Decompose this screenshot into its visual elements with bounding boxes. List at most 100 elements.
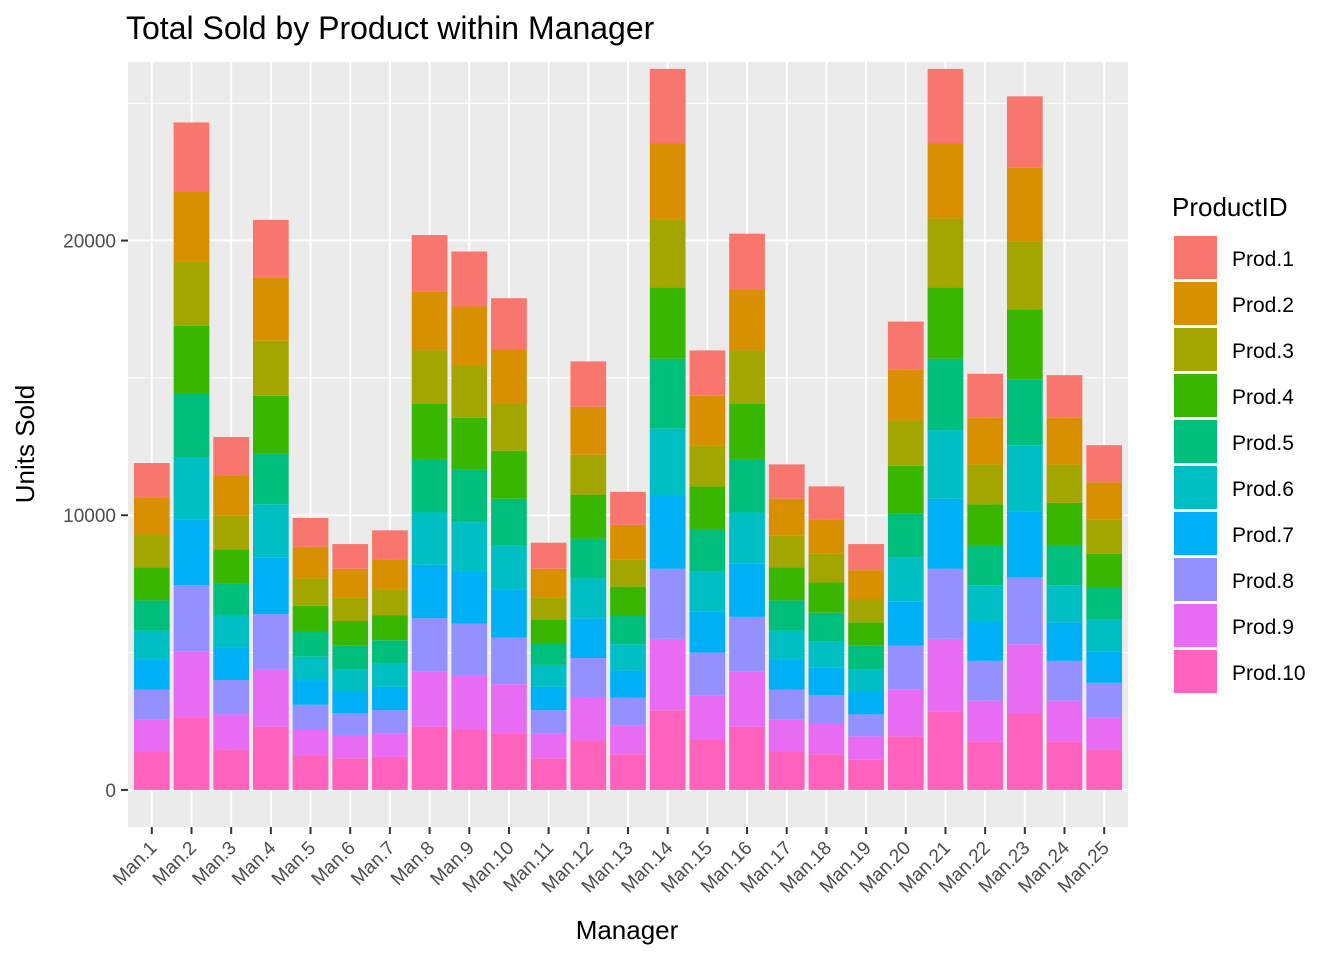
- bar-segment-man-9-prod-3: [451, 365, 488, 418]
- bar-segment-man-3-prod-3: [213, 515, 250, 550]
- bar-segment-man-17-prod-2: [768, 498, 805, 536]
- bar-segment-man-8-prod-2: [411, 291, 448, 351]
- bar-segment-man-16-prod-7: [729, 563, 765, 617]
- bar-segment-man-22-prod-3: [967, 464, 1003, 505]
- bar-segment-man-4-prod-1: [253, 219, 289, 278]
- bar-segment-man-20-prod-9: [887, 689, 924, 737]
- bar-segment-man-3-prod-9: [213, 714, 250, 751]
- bar-segment-man-8-prod-5: [411, 458, 448, 513]
- bar-segment-man-9-prod-1: [451, 251, 488, 307]
- bar-segment-man-23-prod-7: [1006, 511, 1043, 578]
- bar-segment-man-14-prod-5: [649, 358, 686, 429]
- bar-segment-man-25-prod-10: [1086, 750, 1123, 790]
- bar-segment-man-23-prod-1: [1006, 96, 1043, 168]
- bar-segment-man-12-prod-4: [570, 494, 607, 539]
- bar-segment-man-1-prod-10: [133, 751, 170, 790]
- bar-segment-man-6-prod-4: [332, 620, 369, 646]
- bar-segment-man-8-prod-4: [411, 403, 448, 459]
- bar-segment-man-13-prod-2: [610, 524, 646, 560]
- bar-segment-man-24-prod-3: [1046, 464, 1083, 503]
- bar-segment-man-25-prod-8: [1086, 682, 1123, 718]
- bar-segment-man-15-prod-6: [689, 571, 726, 612]
- bar-segment-man-3-prod-6: [213, 615, 250, 648]
- bar-segment-man-7-prod-4: [372, 615, 408, 641]
- legend-label: Prod.2: [1232, 294, 1294, 317]
- bar-segment-man-25-prod-1: [1086, 445, 1123, 483]
- bar-segment-man-13-prod-10: [610, 754, 646, 790]
- bar-segment-man-11-prod-10: [530, 758, 567, 790]
- bar-segment-man-13-prod-4: [610, 586, 646, 616]
- bar-segment-man-1-prod-7: [133, 659, 170, 690]
- bar-segment-man-12-prod-9: [570, 697, 607, 741]
- bar-segment-man-17-prod-1: [768, 464, 805, 499]
- bar-segment-man-15-prod-7: [689, 611, 726, 653]
- bar-segment-man-16-prod-6: [729, 512, 765, 564]
- bar-segment-man-19-prod-10: [848, 759, 884, 790]
- legend-swatch-prod-7: [1174, 512, 1217, 555]
- bar-segment-man-17-prod-10: [768, 751, 805, 790]
- bar-segment-man-16-prod-10: [729, 726, 765, 790]
- bar-segment-man-20-prod-4: [887, 465, 924, 514]
- legend-label: Prod.10: [1232, 662, 1306, 685]
- bar-segment-man-19-prod-8: [848, 714, 884, 737]
- bar-segment-man-2-prod-9: [173, 651, 210, 718]
- bar-segment-man-25-prod-3: [1086, 519, 1123, 554]
- bar-segment-man-15-prod-4: [689, 486, 726, 529]
- bar-segment-man-24-prod-9: [1046, 700, 1083, 742]
- bar-segment-man-4-prod-3: [253, 340, 289, 396]
- legend-swatch-prod-5: [1174, 420, 1217, 463]
- bar-segment-man-9-prod-9: [451, 675, 488, 730]
- bar-segment-man-16-prod-4: [729, 403, 765, 459]
- bar-segment-man-10-prod-3: [491, 403, 527, 451]
- bar-segment-man-21-prod-1: [927, 68, 964, 144]
- legend-label: Prod.5: [1232, 432, 1294, 455]
- bar-segment-man-18-prod-7: [808, 667, 845, 696]
- bar-segment-man-7-prod-2: [372, 559, 408, 590]
- bar-segment-man-6-prod-7: [332, 691, 369, 714]
- bar-segment-man-16-prod-3: [729, 350, 765, 404]
- legend-title: ProductID: [1172, 192, 1288, 222]
- bar-segment-man-7-prod-10: [372, 756, 408, 790]
- bar-segment-man-15-prod-9: [689, 695, 726, 740]
- bar-segment-man-19-prod-6: [848, 669, 884, 692]
- bar-segment-man-10-prod-8: [491, 637, 527, 685]
- bar-segment-man-17-prod-6: [768, 630, 805, 660]
- bar-segment-man-18-prod-3: [808, 553, 845, 583]
- bar-segment-man-19-prod-1: [848, 544, 884, 571]
- bar-segment-man-12-prod-8: [570, 658, 607, 698]
- bar-segment-man-3-prod-4: [213, 549, 250, 584]
- bar-segment-man-20-prod-2: [887, 369, 924, 421]
- bar-segment-man-12-prod-10: [570, 740, 607, 790]
- bar-segment-man-2-prod-2: [173, 191, 210, 262]
- legend-label: Prod.8: [1232, 570, 1294, 593]
- bar-segment-man-25-prod-7: [1086, 651, 1123, 683]
- bar-segment-man-7-prod-8: [372, 710, 408, 734]
- bar-segment-man-1-prod-3: [133, 534, 170, 568]
- bar-segment-man-2-prod-4: [173, 325, 210, 393]
- bar-segment-man-21-prod-9: [927, 638, 964, 712]
- legend-label: Prod.6: [1232, 478, 1294, 501]
- bar-segment-man-3-prod-10: [213, 750, 250, 790]
- bar-segment-man-14-prod-7: [649, 496, 686, 569]
- bar-segment-man-19-prod-3: [848, 599, 884, 623]
- bar-segment-man-15-prod-5: [689, 528, 726, 572]
- bar-segment-man-2-prod-5: [173, 392, 210, 458]
- bar-segment-man-20-prod-5: [887, 513, 924, 558]
- bar-segment-man-6-prod-5: [332, 645, 369, 670]
- legend-label: Prod.3: [1232, 340, 1294, 363]
- bar-segment-man-16-prod-5: [729, 458, 765, 513]
- bar-segment-man-23-prod-9: [1006, 644, 1043, 714]
- bar-segment-man-8-prod-3: [411, 350, 448, 404]
- bar-segment-man-4-prod-4: [253, 395, 289, 454]
- legend-swatch-prod-2: [1174, 282, 1217, 325]
- bar-segment-man-12-prod-3: [570, 454, 607, 495]
- bar-segment-man-16-prod-8: [729, 616, 765, 672]
- bar-segment-man-5-prod-3: [292, 578, 329, 606]
- bar-segment-man-18-prod-9: [808, 723, 845, 755]
- bar-segment-man-4-prod-6: [253, 504, 289, 558]
- legend-swatch-prod-9: [1174, 604, 1217, 647]
- bar-segment-man-24-prod-7: [1046, 622, 1083, 661]
- bar-segment-man-25-prod-2: [1086, 482, 1123, 520]
- bar-segment-man-2-prod-8: [173, 585, 210, 652]
- bar-segment-man-13-prod-9: [610, 725, 646, 755]
